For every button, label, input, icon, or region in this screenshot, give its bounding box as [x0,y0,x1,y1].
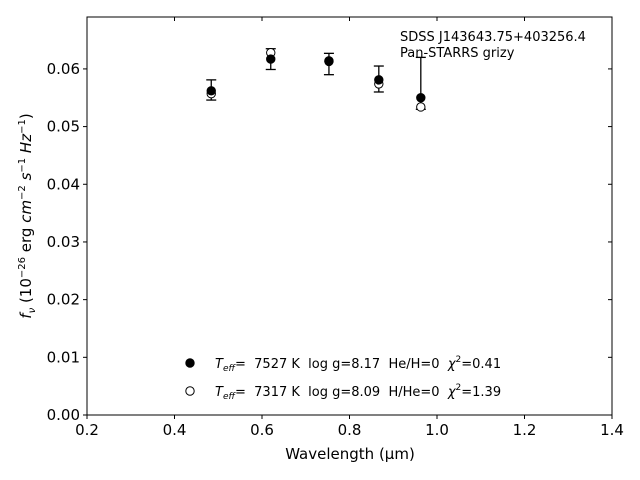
x-axis-label: Wavelength (μm) [285,445,415,463]
annotation-object-name: SDSS J143643.75+403256.4 [400,30,586,45]
y-axis-label: fν (10−26 erg cm−2 s−1 Hz−1) [17,113,38,318]
y-tick-label: 0.00 [47,406,80,424]
model-point-filled [206,86,216,96]
x-tick-label: 0.2 [75,421,99,439]
x-tick-label: 1.4 [600,421,624,439]
plot-frame [86,16,613,416]
model-point-filled [266,54,276,64]
model-point-filled [416,93,426,103]
legend-label-filled: Teff= 7527 K log g=8.17 He/H=0 χ2=0.41 [215,355,501,374]
y-tick-label: 0.04 [47,175,80,193]
legend: Teff= 7527 K log g=8.17 He/H=0 χ2=0.41 T… [185,355,501,402]
legend-marker-open [185,386,195,396]
model-point-open [416,102,426,112]
data-markers [206,48,426,112]
y-tick-label: 0.03 [47,233,80,251]
x-tick-label: 1.0 [425,421,449,439]
annotation-survey: Pan-STARRS grizy [400,46,515,61]
x-tick-label: 0.8 [338,421,362,439]
y-tick-label: 0.06 [47,60,80,78]
y-tick-label: 0.05 [47,118,80,136]
legend-marker-filled [185,358,195,368]
x-tick-label: 0.6 [250,421,274,439]
model-point-filled [324,56,334,67]
axis-ticks: 0.2 0.4 0.6 0.8 1.0 1.2 1.4 0.00 0.01 0.02 0.03 0.0… [47,17,624,439]
model-point-filled [374,75,384,85]
x-tick-label: 1.2 [513,421,537,439]
legend-label-open: Teff= 7317 K log g=8.09 H/He=0 χ2=1.39 [215,383,501,402]
x-tick-label: 0.4 [163,421,187,439]
y-tick-label: 0.01 [47,348,80,366]
y-tick-label: 0.02 [47,291,80,309]
error-bars [206,48,426,110]
